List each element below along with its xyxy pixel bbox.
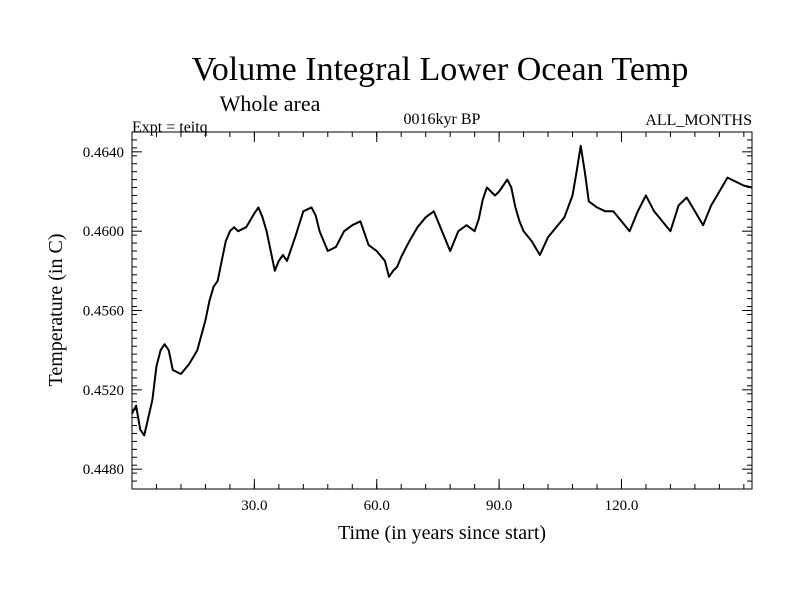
x-tick-label: 60.0: [364, 498, 390, 514]
x-axis-label: Time (in years since start): [338, 522, 546, 544]
x-tick-label: 30.0: [241, 498, 267, 514]
x-tick-label: 120.0: [605, 498, 639, 514]
y-tick-label: 0.4640: [83, 145, 124, 161]
months-label: ALL_MONTHS: [645, 112, 752, 129]
y-axis-label: Temperature (in C): [45, 234, 67, 387]
experiment-label: Expt = teitq: [132, 119, 208, 136]
x-axis: 30.0 60.0 90.0 120.0: [155, 132, 745, 514]
y-tick-label: 0.4600: [83, 224, 124, 240]
y-tick-label: 0.4560: [83, 304, 124, 320]
y-tick-label: 0.4520: [83, 383, 124, 399]
chart-subtitle: Whole area: [220, 91, 321, 116]
period-label: 0016kyr BP: [404, 111, 481, 128]
x-tick-label: 90.0: [486, 498, 512, 514]
y-axis: 0.4480 0.4520 0.4560 0.4600 0.4640: [83, 131, 752, 490]
y-tick-label: 0.4480: [83, 462, 124, 478]
series-line: [131, 144, 753, 437]
plot-frame: [131, 131, 753, 490]
chart-title: Volume Integral Lower Ocean Temp: [192, 51, 689, 88]
